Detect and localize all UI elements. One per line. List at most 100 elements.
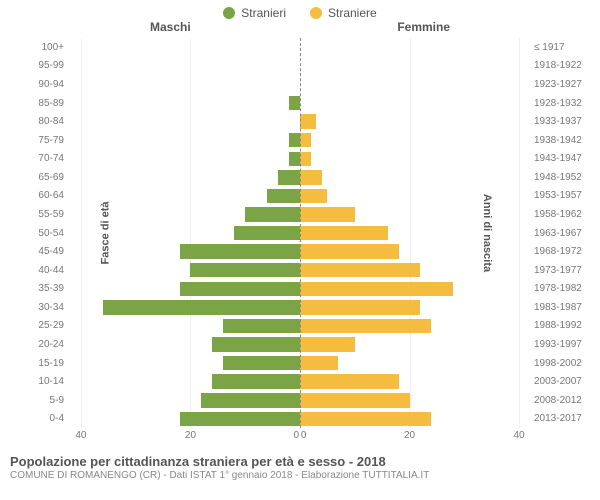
age-label: 30-34 <box>14 302 64 313</box>
age-label: 70-74 <box>14 153 64 164</box>
female-half <box>300 149 530 168</box>
x-tick: 0 <box>301 430 307 441</box>
birth-year-label: 1988-1992 <box>534 320 592 331</box>
male-bar <box>289 96 300 110</box>
male-bar <box>289 152 300 166</box>
chart-footer: Popolazione per cittadinanza straniera p… <box>0 450 600 481</box>
male-half <box>70 75 300 94</box>
female-heading: Femmine <box>397 20 450 34</box>
male-bar <box>180 282 300 296</box>
birth-year-label: 1978-1982 <box>534 283 592 294</box>
legend-label: Straniere <box>328 6 377 20</box>
age-label: 35-39 <box>14 283 64 294</box>
male-half <box>70 57 300 76</box>
male-half <box>70 298 300 317</box>
male-bar <box>180 412 300 426</box>
male-bar <box>234 226 300 240</box>
male-bar <box>223 356 300 370</box>
age-label: 5-9 <box>14 395 64 406</box>
chart-subtitle: COMUNE DI ROMANENGO (CR) - Dati ISTAT 1°… <box>10 470 590 481</box>
birth-year-label: 2013-2017 <box>534 413 592 424</box>
age-label: 60-64 <box>14 190 64 201</box>
female-bar <box>300 133 311 147</box>
birth-year-label: 1983-1987 <box>534 302 592 313</box>
female-bar <box>300 244 399 258</box>
female-half <box>300 280 530 299</box>
birth-year-label: 1993-1997 <box>534 339 592 350</box>
male-bar <box>212 374 300 388</box>
x-axis-ticks: 4020002040 <box>70 428 530 450</box>
male-half <box>70 391 300 410</box>
age-label: 75-79 <box>14 135 64 146</box>
female-half <box>300 57 530 76</box>
x-tick: 0 <box>294 430 300 441</box>
female-bar <box>300 412 431 426</box>
male-half <box>70 242 300 261</box>
female-bar <box>300 337 355 351</box>
female-half <box>300 298 530 317</box>
birth-year-label: 1923-1927 <box>534 79 592 90</box>
male-bar <box>245 207 300 221</box>
birth-year-label: 1948-1952 <box>534 172 592 183</box>
male-bar <box>223 319 300 333</box>
male-bar <box>267 189 300 203</box>
female-bar <box>300 356 338 370</box>
female-half <box>300 205 530 224</box>
age-label: 90-94 <box>14 79 64 90</box>
birth-year-label: 1938-1942 <box>534 135 592 146</box>
male-half <box>70 317 300 336</box>
birth-year-label: 2008-2012 <box>534 395 592 406</box>
female-half <box>300 410 530 429</box>
female-bar <box>300 374 399 388</box>
female-half <box>300 224 530 243</box>
male-half <box>70 94 300 113</box>
male-heading: Maschi <box>150 20 191 34</box>
age-label: 55-59 <box>14 209 64 220</box>
birth-year-label: 1968-1972 <box>534 246 592 257</box>
birth-year-label: 1918-1922 <box>534 60 592 71</box>
legend-label: Stranieri <box>241 6 286 20</box>
male-half <box>70 205 300 224</box>
birth-year-label: 1963-1967 <box>534 228 592 239</box>
age-label: 85-89 <box>14 98 64 109</box>
pyramid-area: Fasce di età Anni di nascita 100+≤ 19179… <box>70 38 530 428</box>
male-half <box>70 187 300 206</box>
female-bar <box>300 393 410 407</box>
female-half <box>300 261 530 280</box>
female-half <box>300 112 530 131</box>
female-half <box>300 335 530 354</box>
male-half <box>70 335 300 354</box>
female-bar <box>300 282 453 296</box>
x-tick: 20 <box>185 430 196 441</box>
legend-item: Stranieri <box>223 6 286 20</box>
male-half <box>70 261 300 280</box>
age-label: 40-44 <box>14 265 64 276</box>
female-half <box>300 354 530 373</box>
age-label: 50-54 <box>14 228 64 239</box>
female-bar <box>300 189 327 203</box>
female-half <box>300 94 530 113</box>
female-half <box>300 38 530 57</box>
male-half <box>70 168 300 187</box>
male-half <box>70 38 300 57</box>
chart-title: Popolazione per cittadinanza straniera p… <box>10 454 590 469</box>
male-bar <box>190 263 300 277</box>
birth-year-label: 1943-1947 <box>534 153 592 164</box>
age-label: 65-69 <box>14 172 64 183</box>
male-half <box>70 224 300 243</box>
female-bar <box>300 263 420 277</box>
male-bar <box>103 300 300 314</box>
male-bar <box>180 244 300 258</box>
female-half <box>300 168 530 187</box>
male-bar <box>278 170 300 184</box>
female-half <box>300 242 530 261</box>
female-bar <box>300 319 431 333</box>
male-bar <box>201 393 300 407</box>
female-half <box>300 372 530 391</box>
x-tick: 40 <box>75 430 86 441</box>
birth-year-label: 1928-1932 <box>534 98 592 109</box>
legend-item: Straniere <box>310 6 377 20</box>
female-half <box>300 317 530 336</box>
age-label: 25-29 <box>14 320 64 331</box>
male-bar <box>212 337 300 351</box>
